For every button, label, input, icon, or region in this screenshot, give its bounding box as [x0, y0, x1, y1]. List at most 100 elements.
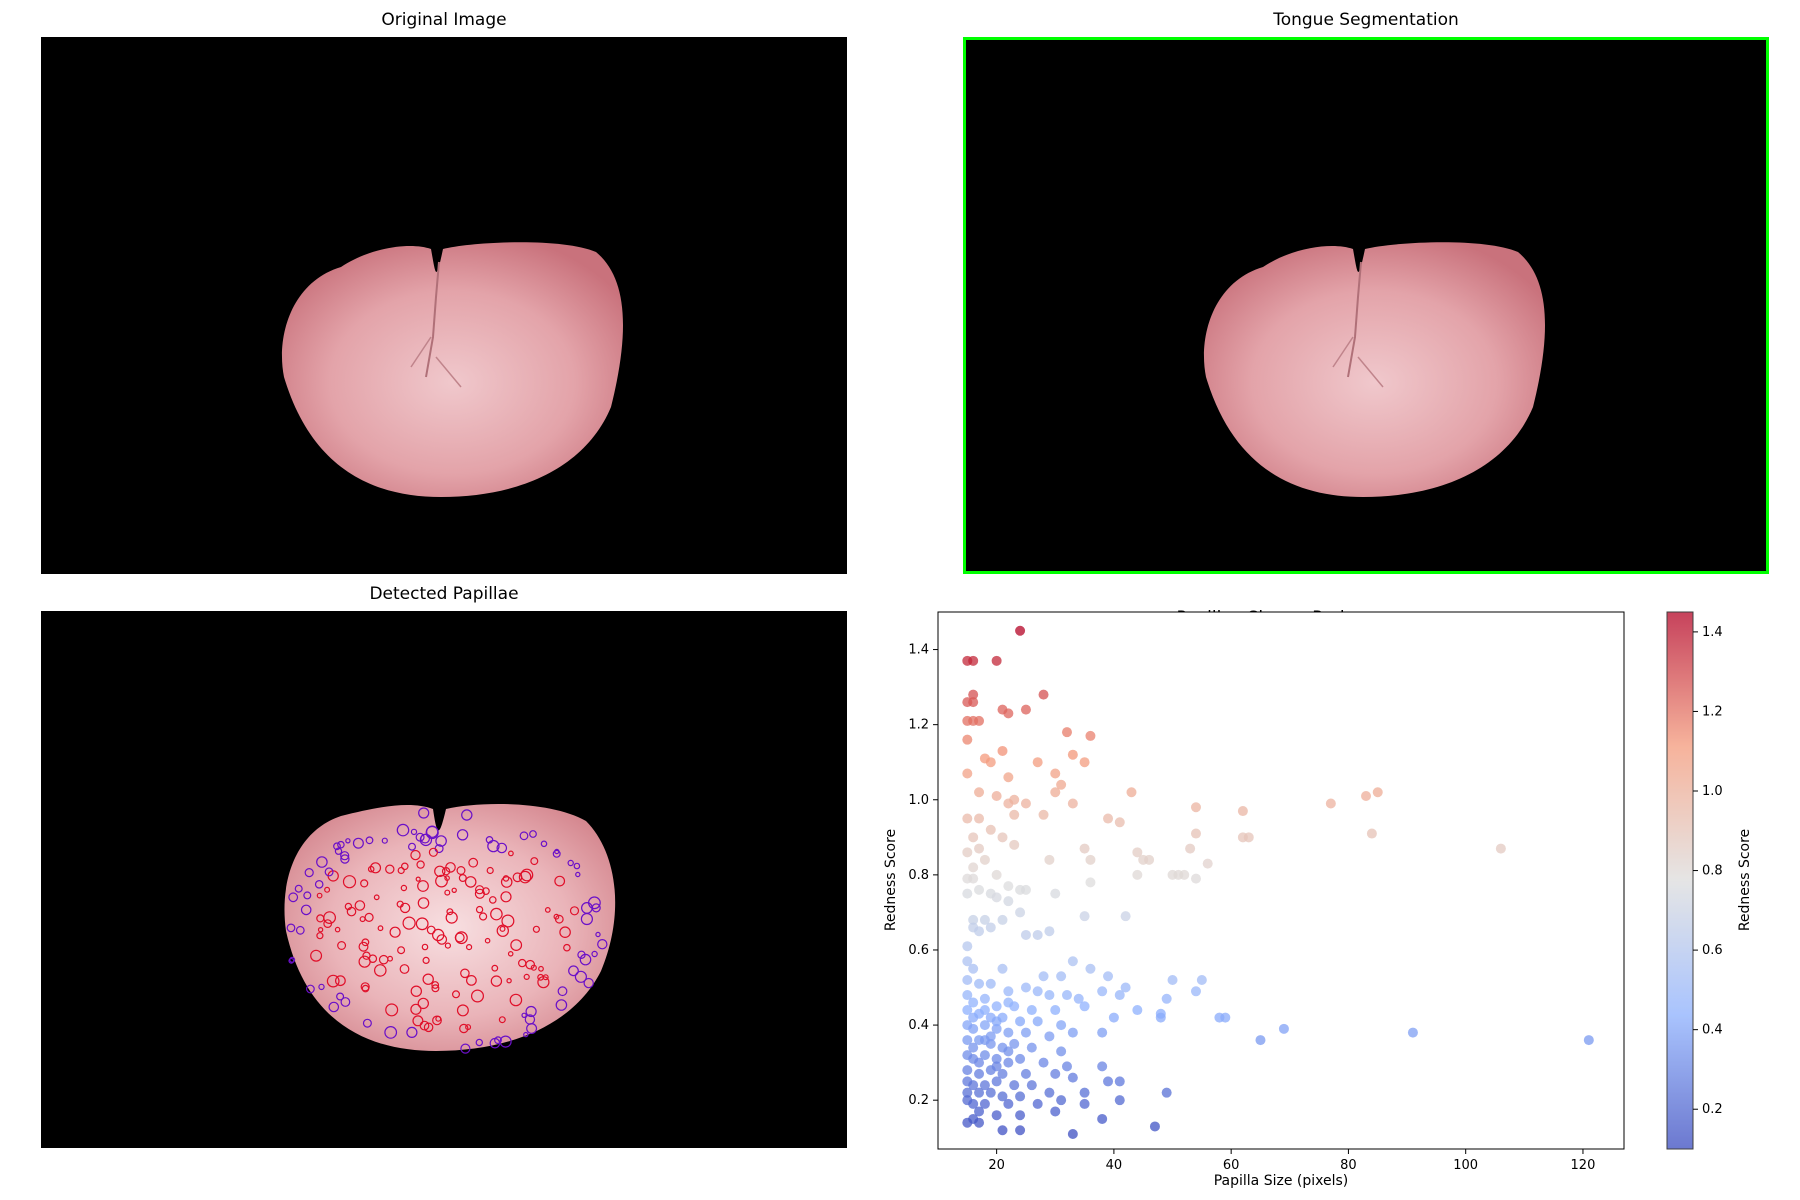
scatter-point — [1067, 749, 1078, 760]
papilla-marker — [523, 1031, 529, 1038]
segmented-tongue — [1203, 242, 1545, 497]
y-tick-label: 0.6 — [908, 943, 929, 958]
papilla-marker — [300, 904, 312, 916]
scatter-point — [1020, 1027, 1031, 1038]
scatter-point — [1032, 986, 1043, 997]
papilla-marker — [542, 974, 549, 981]
scatter-point — [1067, 1128, 1078, 1139]
y-axis-label: Redness Score — [883, 829, 899, 931]
papilla-marker — [397, 946, 406, 955]
papilla-marker — [466, 944, 473, 951]
papilla-marker — [482, 887, 490, 896]
papilla-marker — [435, 1015, 442, 1022]
scatter-point — [962, 768, 973, 779]
scatter-point — [1167, 975, 1178, 986]
papilla-marker — [415, 876, 421, 882]
x-axis-ticks: 20 40 60 80 100 120 — [988, 1149, 1595, 1173]
scatter-point — [1103, 971, 1114, 982]
scatter-point — [968, 1023, 979, 1034]
detected-papillae-panel — [41, 611, 847, 1148]
scatter-point — [979, 1035, 990, 1046]
scatter-point — [1495, 843, 1506, 854]
scatter-point — [1114, 1095, 1125, 1106]
scatter-point — [974, 926, 985, 937]
scatter-point — [1015, 625, 1026, 636]
scatter-point — [1144, 854, 1155, 865]
x-tick-label: 40 — [1106, 1158, 1123, 1173]
papilla-marker — [369, 862, 382, 874]
papilla-marker — [591, 950, 598, 958]
scatter-point — [1056, 1046, 1067, 1057]
scatter-point — [1050, 1005, 1061, 1016]
scatter-point — [1079, 911, 1090, 922]
y-tick-label: 0.4 — [908, 1018, 929, 1033]
papilla-marker — [444, 942, 451, 949]
papilla-marker — [499, 925, 506, 932]
scatter-point — [1079, 1098, 1090, 1109]
scatter-point — [1583, 1035, 1594, 1046]
scatter-point — [1044, 1031, 1055, 1042]
scatter-point — [991, 1023, 1002, 1034]
papilla-marker — [360, 879, 369, 888]
scatter-point — [1032, 1016, 1043, 1027]
scatter-point — [991, 1016, 1002, 1027]
papilla-marker — [406, 1026, 418, 1038]
papilla-marker — [354, 900, 366, 911]
papilla-marker — [336, 992, 345, 1001]
papilla-marker — [456, 829, 469, 841]
scatter-point — [991, 791, 1002, 802]
scatter-point — [1015, 1053, 1026, 1064]
original-image-panel — [41, 37, 847, 574]
scatter-point — [997, 963, 1008, 974]
scatter-point — [991, 1110, 1002, 1121]
papilla-marker — [289, 956, 296, 963]
scatter-point — [1079, 757, 1090, 768]
scatter-point — [991, 1001, 1002, 1012]
tongue-segmentation-panel — [963, 37, 1769, 574]
papilla-marker — [445, 911, 458, 924]
papilla-marker — [431, 981, 440, 989]
papilla-marker — [553, 913, 560, 920]
scatter-point — [1015, 1016, 1026, 1027]
scatter-point — [1190, 828, 1201, 839]
papilla-marker — [418, 807, 430, 819]
papilla-marker — [422, 973, 434, 985]
scatter-point — [1126, 787, 1137, 798]
papilla-marker — [486, 866, 494, 875]
tongue-segmentation-title: Tongue Segmentation — [1273, 10, 1459, 30]
scatter-point — [1114, 990, 1125, 1001]
papilla-marker — [377, 925, 384, 932]
papilla-marker — [316, 856, 328, 868]
papilla-marker — [508, 850, 514, 857]
papilla-marker — [523, 973, 530, 980]
papilla-marker — [452, 990, 461, 999]
scatter-point — [1361, 791, 1372, 802]
scatter-point — [962, 1005, 973, 1016]
scatter-point — [1056, 1020, 1067, 1031]
papilla-marker — [435, 874, 448, 888]
papilla-marker — [335, 975, 346, 987]
scatter-point — [1009, 1038, 1020, 1049]
scatter-point — [1161, 1087, 1172, 1098]
papilla-marker — [538, 965, 544, 972]
papilla-marker — [288, 892, 299, 903]
scatter-point — [1050, 888, 1061, 899]
scatter-points — [962, 625, 1594, 1139]
papilla-marker — [466, 975, 477, 986]
scatter-point — [1026, 1005, 1037, 1016]
papilla-marker — [360, 982, 370, 992]
papilla-marker — [316, 932, 324, 940]
papilla-marker — [434, 865, 446, 877]
papilla-marker — [328, 1001, 340, 1013]
papilla-marker — [410, 1003, 422, 1015]
colorbar-tick-label: 0.8 — [1702, 864, 1723, 879]
scatter-point — [1190, 802, 1201, 813]
scatter-point — [1015, 1110, 1026, 1121]
papilla-marker — [575, 871, 581, 878]
papilla-marker — [512, 872, 523, 883]
papilla-marker — [334, 847, 343, 855]
scatter-point — [997, 914, 1008, 925]
papilla-marker — [286, 923, 296, 933]
scatter-point — [991, 1076, 1002, 1087]
scatter-point — [1050, 1106, 1061, 1117]
